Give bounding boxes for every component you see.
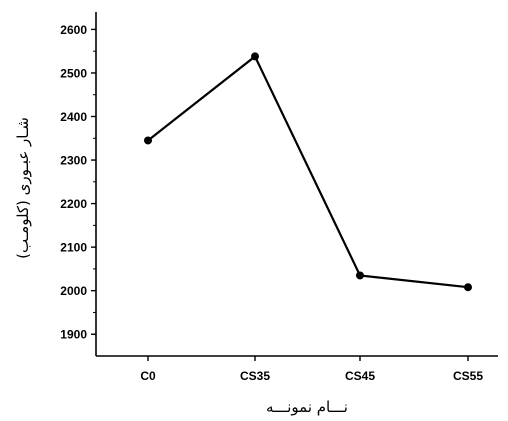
y-axis-ticks: 1900 2000 2100 2200 2300 2400 2500 2600 bbox=[60, 23, 96, 342]
x-tick-label: CS35 bbox=[240, 369, 270, 383]
data-point bbox=[464, 283, 472, 292]
y-tick-label: 2100 bbox=[60, 241, 87, 255]
y-tick-label: 1900 bbox=[60, 328, 87, 342]
data-point bbox=[251, 52, 259, 61]
y-tick-label: 2200 bbox=[60, 197, 87, 211]
x-tick-label: CS45 bbox=[345, 369, 375, 383]
x-tick-label: C0 bbox=[140, 369, 156, 383]
y-tick-label: 2400 bbox=[60, 110, 87, 124]
x-axis-ticks: C0 CS35 CS45 CS55 bbox=[140, 356, 483, 383]
y-axis-label: شـار عبـوری (کلومـب) bbox=[14, 117, 32, 259]
data-point bbox=[356, 271, 364, 280]
series-line bbox=[147, 54, 469, 289]
data-series bbox=[144, 52, 472, 292]
x-axis-label: نـــام نمونـــه bbox=[266, 398, 348, 416]
y-tick-label: 2600 bbox=[60, 23, 87, 37]
x-tick-label: CS55 bbox=[453, 369, 483, 383]
y-tick-label: 2000 bbox=[60, 284, 87, 298]
axes bbox=[95, 12, 498, 357]
y-tick-label: 2500 bbox=[60, 66, 87, 80]
data-point bbox=[144, 136, 152, 145]
y-tick-label: 2300 bbox=[60, 154, 87, 168]
